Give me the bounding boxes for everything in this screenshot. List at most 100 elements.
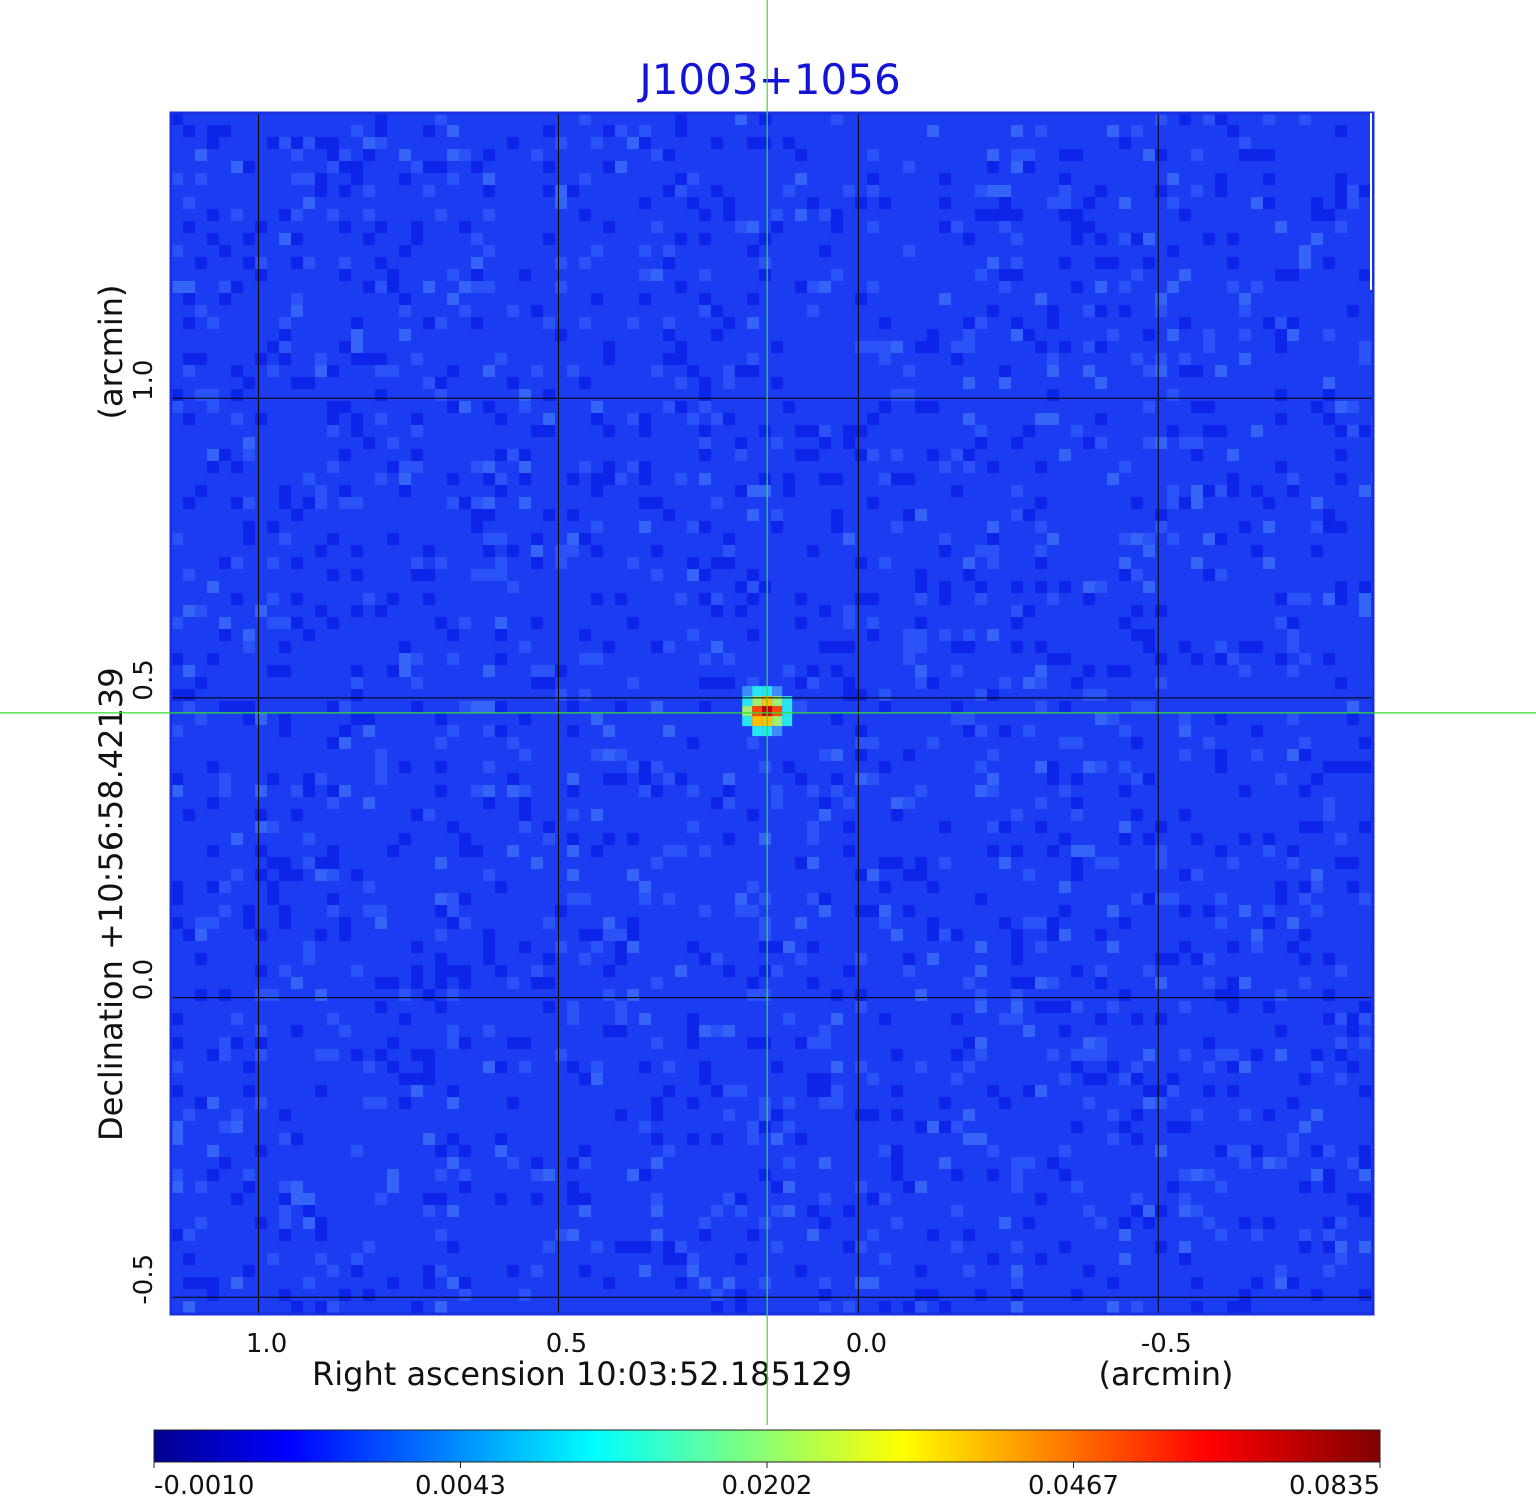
map-pixel: [507, 1265, 519, 1277]
map-pixel: [1047, 653, 1059, 665]
map-pixel: [831, 221, 843, 233]
map-pixel: [771, 521, 783, 533]
map-pixel: [699, 209, 711, 221]
map-pixel: [555, 557, 567, 569]
map-pixel: [555, 689, 567, 701]
map-pixel: [1299, 881, 1311, 893]
map-pixel: [243, 521, 255, 533]
map-pixel: [1143, 1085, 1155, 1097]
map-pixel: [999, 677, 1011, 689]
map-pixel: [543, 125, 555, 137]
map-pixel: [1119, 785, 1131, 797]
chart-title: J1003+1056: [636, 55, 900, 104]
map-pixel: [351, 353, 363, 365]
map-pixel: [1011, 1181, 1023, 1193]
map-pixel: [447, 497, 459, 509]
map-pixel: [435, 953, 447, 965]
map-pixel: [315, 869, 327, 881]
map-pixel: [975, 965, 987, 977]
map-pixel: [1239, 293, 1251, 305]
map-pixel: [1287, 845, 1299, 857]
map-pixel: [1167, 1085, 1179, 1097]
map-pixel: [615, 929, 627, 941]
map-pixel: [891, 929, 903, 941]
source-pixel: [772, 686, 783, 697]
map-pixel: [447, 1025, 459, 1037]
map-pixel: [1287, 1145, 1299, 1157]
map-pixel: [1215, 185, 1227, 197]
map-pixel: [819, 1289, 831, 1301]
map-pixel: [687, 1265, 699, 1277]
map-pixel: [1191, 437, 1203, 449]
map-pixel: [567, 365, 579, 377]
map-pixel: [303, 257, 315, 269]
map-pixel: [1359, 425, 1371, 437]
map-pixel: [711, 137, 723, 149]
map-pixel: [1239, 1145, 1251, 1157]
map-pixel: [531, 677, 543, 689]
map-pixel: [351, 665, 363, 677]
map-pixel: [855, 953, 867, 965]
map-pixel: [795, 701, 807, 713]
map-pixel: [747, 977, 759, 989]
map-pixel: [675, 593, 687, 605]
map-pixel: [1143, 1097, 1155, 1109]
map-pixel: [1167, 1073, 1179, 1085]
map-pixel: [903, 389, 915, 401]
map-pixel: [699, 521, 711, 533]
map-pixel: [471, 317, 483, 329]
map-pixel: [759, 941, 771, 953]
map-pixel: [999, 365, 1011, 377]
map-pixel: [1071, 797, 1083, 809]
map-pixel: [1179, 1001, 1191, 1013]
map-pixel: [351, 1265, 363, 1277]
map-pixel: [279, 965, 291, 977]
map-pixel: [519, 1061, 531, 1073]
map-pixel: [639, 125, 651, 137]
map-pixel: [399, 833, 411, 845]
map-pixel: [267, 365, 279, 377]
map-pixel: [927, 1121, 939, 1133]
map-pixel: [999, 1217, 1011, 1229]
map-pixel: [495, 701, 507, 713]
map-pixel: [1275, 269, 1287, 281]
map-pixel: [231, 365, 243, 377]
map-pixel: [699, 1073, 711, 1085]
map-pixel: [927, 929, 939, 941]
map-pixel: [591, 1061, 603, 1073]
map-pixel: [1359, 581, 1371, 593]
map-pixel: [1071, 1181, 1083, 1193]
map-pixel: [339, 917, 351, 929]
map-pixel: [1179, 1205, 1191, 1217]
map-pixel: [255, 257, 267, 269]
map-pixel: [1095, 341, 1107, 353]
map-pixel: [627, 1241, 639, 1253]
map-pixel: [1071, 965, 1083, 977]
map-pixel: [1215, 893, 1227, 905]
map-pixel: [987, 149, 999, 161]
map-pixel: [1035, 413, 1047, 425]
map-pixel: [747, 809, 759, 821]
map-pixel: [1119, 665, 1131, 677]
map-pixel: [315, 185, 327, 197]
map-pixel: [1107, 941, 1119, 953]
map-pixel: [483, 665, 495, 677]
map-pixel: [171, 773, 183, 785]
map-pixel: [1359, 1145, 1371, 1157]
map-pixel: [315, 1229, 327, 1241]
map-pixel: [243, 1265, 255, 1277]
map-pixel: [651, 497, 663, 509]
map-pixel: [375, 365, 387, 377]
map-pixel: [1143, 437, 1155, 449]
map-pixel: [987, 545, 999, 557]
map-pixel: [1095, 689, 1107, 701]
map-pixel: [1299, 1121, 1311, 1133]
map-pixel: [279, 857, 291, 869]
map-pixel: [1359, 1037, 1371, 1049]
map-pixel: [1275, 1265, 1287, 1277]
map-pixel: [339, 341, 351, 353]
map-pixel: [747, 737, 759, 749]
map-pixel: [759, 485, 771, 497]
map-pixel: [315, 1217, 327, 1229]
map-pixel: [423, 1205, 435, 1217]
